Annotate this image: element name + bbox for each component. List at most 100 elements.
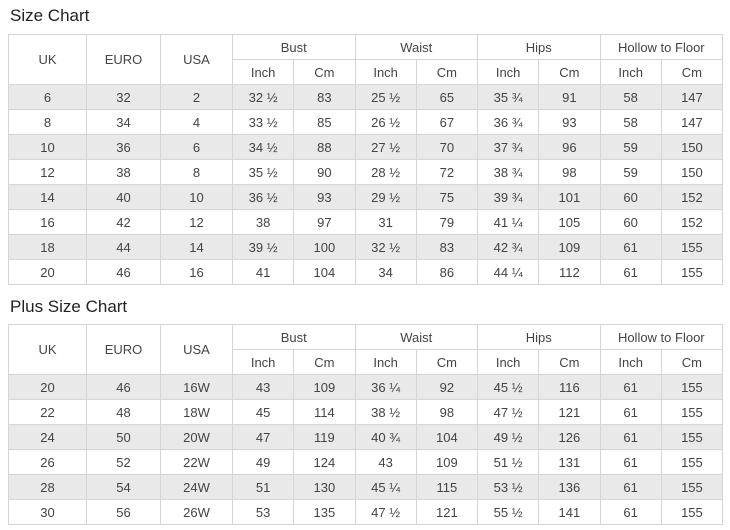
table-header-group-row: UK EURO USA Bust Waist Hips Hollow to Fl…: [8, 324, 724, 375]
table-cell: 61: [599, 259, 662, 285]
table-row: 12 38 8 35 ½ 90 28 ½ 72 38 ¾ 98 59 150: [8, 159, 724, 185]
table-cell: 58: [599, 109, 662, 135]
table-row: 28 54 24W 51 130 45 ¼ 115 53 ½ 136 61 155: [8, 474, 724, 500]
table-cell: 61: [599, 234, 662, 260]
table-cell: 24W: [160, 474, 233, 500]
table-cell: 28: [8, 474, 87, 500]
col-group-waist: Waist: [354, 34, 479, 60]
col-header-waist-cm: Cm: [415, 59, 479, 85]
table-cell: 16: [160, 259, 233, 285]
table-cell: 20W: [160, 424, 233, 450]
table-cell: 30: [8, 499, 87, 525]
table-cell: 43: [354, 449, 417, 475]
col-header-uk: UK: [8, 324, 87, 375]
table-cell: 36 ½: [231, 184, 295, 210]
table-cell: 26: [8, 449, 87, 475]
table-cell: 70: [415, 134, 479, 160]
table-cell: 32 ½: [231, 84, 295, 110]
table-cell: 37 ¾: [477, 134, 540, 160]
table-row: 24 50 20W 47 119 40 ¾ 104 49 ½ 126 61 155: [8, 424, 724, 450]
table-cell: 18W: [160, 399, 233, 425]
table-cell: 41: [231, 259, 295, 285]
table-cell: 109: [538, 234, 601, 260]
table-cell: 83: [415, 234, 479, 260]
table-row: 26 52 22W 49 124 43 109 51 ½ 131 61 155: [8, 449, 724, 475]
table-row: 20 46 16 41 104 34 86 44 ¼ 112 61 155: [8, 259, 724, 285]
table-row: 16 42 12 38 97 31 79 41 ¼ 105 60 152: [8, 209, 724, 235]
table-cell: 155: [660, 234, 724, 260]
table-cell: 59: [599, 134, 662, 160]
table-cell: 45: [231, 399, 295, 425]
table-cell: 22: [8, 399, 87, 425]
table-row: 30 56 26W 53 135 47 ½ 121 55 ½ 141 61 155: [8, 499, 724, 525]
table-cell: 152: [660, 209, 724, 235]
table-cell: 8: [8, 109, 87, 135]
table-row: 18 44 14 39 ½ 100 32 ½ 83 42 ¾ 109 61 155: [8, 234, 724, 260]
col-header-hips-inch: Inch: [477, 59, 540, 85]
table-cell: 16: [8, 209, 87, 235]
col-header-hollow-inch: Inch: [599, 59, 662, 85]
table-cell: 105: [538, 209, 601, 235]
table-cell: 61: [599, 374, 662, 400]
table-cell: 61: [599, 499, 662, 525]
table-cell: 53: [231, 499, 295, 525]
table-cell: 131: [538, 449, 601, 475]
table-cell: 35 ½: [231, 159, 295, 185]
table-cell: 136: [538, 474, 601, 500]
table-cell: 104: [415, 424, 479, 450]
table-cell: 115: [415, 474, 479, 500]
table-cell: 2: [160, 84, 233, 110]
table-cell: 47: [231, 424, 295, 450]
table-cell: 42 ¾: [477, 234, 540, 260]
table-cell: 50: [86, 424, 161, 450]
table-cell: 93: [293, 184, 356, 210]
table-cell: 41 ¼: [477, 209, 540, 235]
table-cell: 39 ¾: [477, 184, 540, 210]
table-cell: 152: [660, 184, 724, 210]
table-cell: 90: [293, 159, 356, 185]
table-cell: 45 ¼: [354, 474, 417, 500]
table-cell: 61: [599, 474, 662, 500]
table-cell: 109: [415, 449, 479, 475]
table-cell: 20: [8, 259, 87, 285]
table-cell: 8: [160, 159, 233, 185]
table-cell: 31: [354, 209, 417, 235]
table-cell: 96: [538, 134, 601, 160]
table-row: 22 48 18W 45 114 38 ½ 98 47 ½ 121 61 155: [8, 399, 724, 425]
col-header-hollow-cm: Cm: [660, 59, 724, 85]
table-cell: 98: [415, 399, 479, 425]
col-header-hips-cm: Cm: [538, 59, 601, 85]
table-cell: 67: [415, 109, 479, 135]
table-header: UK EURO USA Bust Waist Hips Hollow to Fl…: [8, 324, 724, 375]
table-cell: 56: [86, 499, 161, 525]
table-cell: 14: [8, 184, 87, 210]
table-cell: 34: [354, 259, 417, 285]
table-cell: 91: [538, 84, 601, 110]
table-cell: 155: [660, 374, 724, 400]
col-header-euro: EURO: [86, 324, 161, 375]
table-cell: 60: [599, 184, 662, 210]
table-cell: 98: [538, 159, 601, 185]
table-cell: 51 ½: [477, 449, 540, 475]
table-cell: 121: [415, 499, 479, 525]
table-cell: 100: [293, 234, 356, 260]
plus-size-chart-title: Plus Size Chart: [10, 297, 128, 316]
col-header-usa: USA: [160, 34, 233, 85]
table-cell: 45 ½: [477, 374, 540, 400]
table-cell: 52: [86, 449, 161, 475]
table-cell: 36: [86, 134, 161, 160]
table-row: 10 36 6 34 ½ 88 27 ½ 70 37 ¾ 96 59 150: [8, 134, 724, 160]
table-cell: 59: [599, 159, 662, 185]
table-cell: 26 ½: [354, 109, 417, 135]
table-cell: 40 ¾: [354, 424, 417, 450]
table-cell: 92: [415, 374, 479, 400]
table-cell: 121: [538, 399, 601, 425]
table-cell: 155: [660, 424, 724, 450]
table-header: UK EURO USA Bust Waist Hips Hollow to Fl…: [8, 34, 724, 85]
table-cell: 61: [599, 399, 662, 425]
table-header-unit-row: Inch Cm Inch Cm Inch Cm Inch Cm: [9, 59, 724, 85]
col-group-hollow-to-floor: Hollow to Floor: [599, 34, 724, 60]
table-cell: 93: [538, 109, 601, 135]
col-header-hollow-cm: Cm: [660, 349, 724, 375]
table-cell: 116: [538, 374, 601, 400]
